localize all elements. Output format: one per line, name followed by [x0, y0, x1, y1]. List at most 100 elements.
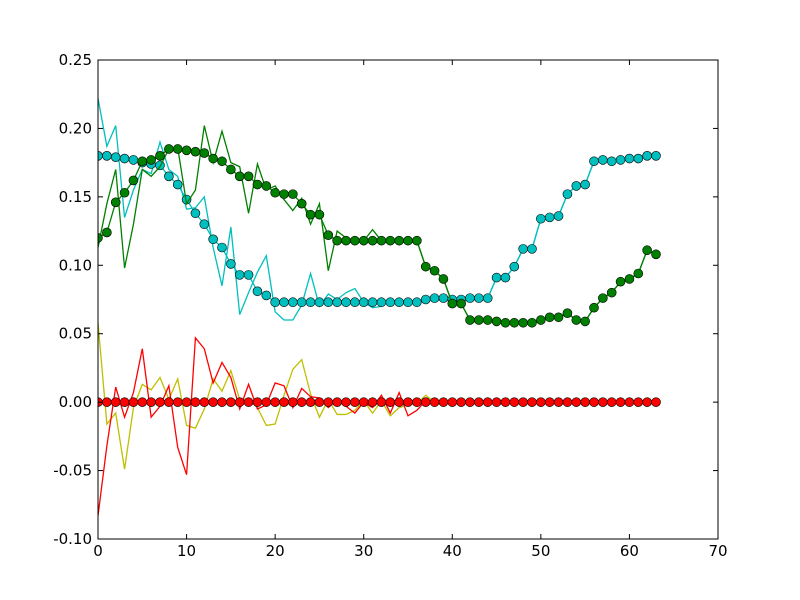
x-tick-label: 30	[354, 542, 373, 560]
series-marker	[606, 397, 617, 407]
series-marker	[580, 397, 590, 407]
series-marker	[217, 397, 227, 407]
series-marker	[146, 155, 156, 165]
series-marker	[500, 272, 511, 283]
series-marker	[456, 298, 466, 309]
series-marker	[367, 235, 378, 246]
x-tick-label: 70	[708, 542, 727, 560]
series-marker	[642, 397, 652, 407]
series-marker	[217, 156, 227, 167]
series-marker	[598, 293, 608, 303]
series-marker	[385, 297, 396, 308]
series-marker	[651, 397, 661, 407]
series-marker	[102, 397, 112, 407]
series-marker	[465, 293, 475, 303]
series-marker	[438, 397, 449, 407]
series-marker	[102, 151, 112, 161]
series-marker	[226, 259, 236, 269]
y-tick-label: 0.00	[59, 393, 92, 411]
series-marker	[341, 235, 351, 246]
series-marker	[323, 397, 334, 407]
series-marker	[110, 152, 121, 162]
series-marker	[305, 297, 316, 308]
series-marker	[606, 287, 617, 298]
series-marker	[155, 397, 165, 407]
series-marker	[518, 397, 528, 407]
y-tick-label: 0.25	[59, 51, 92, 69]
series-marker	[571, 181, 582, 191]
axes-frame	[97, 59, 719, 540]
series-marker	[580, 179, 590, 190]
series-marker	[98, 233, 103, 243]
series-marker	[536, 213, 546, 224]
series-marker	[288, 189, 298, 199]
series-marker	[323, 230, 334, 240]
series-marker	[181, 397, 192, 407]
series-marker	[403, 297, 413, 308]
series-marker	[456, 397, 466, 407]
series-marker	[624, 397, 635, 407]
series-marker	[296, 198, 307, 209]
series-marker	[332, 297, 342, 308]
series-marker	[243, 270, 254, 280]
series-marker	[128, 155, 139, 165]
series-marker	[420, 261, 431, 272]
series-marker	[226, 397, 236, 407]
series-marker	[296, 297, 307, 308]
series-marker	[403, 235, 413, 246]
series-marker	[279, 297, 289, 308]
series-marker	[509, 397, 520, 407]
series-marker	[420, 294, 431, 305]
series-marker	[261, 397, 272, 407]
series-marker	[544, 212, 555, 223]
series-marker	[190, 146, 201, 157]
series-marker	[465, 315, 475, 325]
series-marker	[190, 397, 201, 407]
series-marker	[119, 153, 130, 164]
series-marker	[332, 397, 342, 407]
y-tick-label: 0.10	[59, 256, 92, 274]
series-marker	[624, 153, 635, 164]
plot-area	[98, 98, 661, 516]
series-marker	[110, 397, 121, 407]
series-marker	[234, 270, 245, 280]
x-tick-label: 10	[177, 542, 196, 560]
y-tick-label: 0.20	[59, 119, 92, 137]
series-marker	[500, 317, 511, 328]
series-marker	[500, 397, 511, 407]
series-marker	[217, 242, 227, 253]
series-marker	[544, 312, 555, 323]
series-marker	[438, 274, 449, 284]
series-marker	[606, 156, 617, 167]
series-marker	[642, 151, 652, 161]
series-marker	[314, 297, 325, 308]
series-marker	[146, 397, 156, 407]
series-marker	[412, 235, 422, 246]
series-marker	[553, 397, 564, 407]
series-marker	[553, 312, 564, 323]
series-marker	[429, 397, 440, 407]
series-marker	[270, 297, 280, 308]
series-marker	[527, 244, 537, 254]
series-marker	[350, 297, 360, 308]
series-marker	[270, 187, 280, 198]
series-marker	[571, 397, 582, 407]
series-marker	[172, 144, 183, 154]
series-marker	[589, 156, 599, 167]
series-marker	[403, 397, 413, 407]
series-marker	[580, 316, 590, 327]
series-marker	[376, 397, 387, 407]
series-marker	[199, 219, 210, 230]
series-marker	[367, 397, 378, 407]
y-tick-label: 0.05	[59, 325, 92, 343]
series-marker	[518, 317, 528, 328]
series-marker	[226, 164, 236, 175]
series-marker	[350, 235, 360, 246]
series-marker	[190, 208, 201, 219]
series-marker	[128, 175, 139, 186]
series-marker	[208, 397, 218, 407]
series-marker	[279, 397, 289, 407]
series-marker	[624, 274, 635, 284]
series-marker	[491, 272, 502, 283]
x-tick-label: 20	[266, 542, 285, 560]
